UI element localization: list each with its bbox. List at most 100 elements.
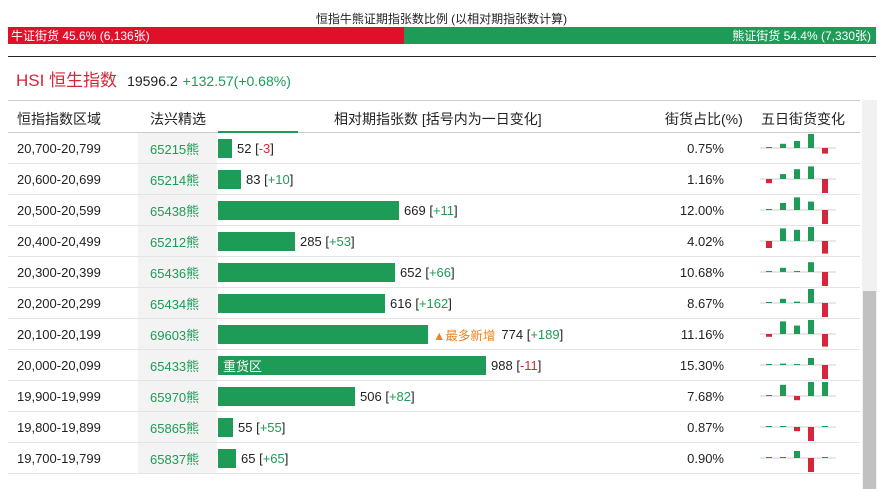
sparkline-bar [822, 148, 828, 154]
table-row[interactable]: 20,500-20,599 65438熊 669 [+11] 12.00% [8, 195, 860, 226]
five-day-change-chart [760, 382, 836, 401]
contracts-cell: 65 [+65] [218, 443, 288, 473]
daily-change: -3 [258, 140, 271, 156]
sparkline-bar [780, 363, 786, 365]
contracts-bar [218, 448, 236, 468]
five-day-change-chart [760, 166, 836, 193]
code-cell-background [138, 381, 217, 411]
code-cell-background [138, 443, 217, 473]
sparkline-bar [822, 365, 828, 379]
contracts-cell: 652 [+66] [218, 257, 455, 287]
table-row[interactable]: 20,600-20,699 65214熊 83 [+10] 1.16% [8, 164, 860, 195]
col-header-share: 街货占比(%) [665, 111, 743, 127]
sparkline-bar [808, 166, 814, 179]
code-cell-background [138, 257, 217, 287]
sparkline-bar [766, 334, 772, 337]
product-code-link[interactable]: 65214熊 [150, 172, 200, 188]
five-day-change-chart [760, 134, 836, 154]
sparkline-bar [822, 303, 828, 317]
table-header: 恒指指数区域 法兴精选 相对期指张数 [括号内为一日变化] 街货占比(%) 五日… [8, 100, 860, 133]
table-row[interactable]: 20,000-20,099 65433熊 重货区 988 [-11] 15.30% [8, 350, 860, 381]
sparkline-bar [766, 426, 772, 427]
daily-change: +53 [328, 233, 351, 249]
contracts-cell: 重货区 988 [-11] [218, 350, 541, 380]
contracts-cell: 55 [+55] [218, 412, 285, 442]
five-day-change-chart [760, 289, 836, 317]
sparkline-bar [794, 169, 800, 179]
bull-ratio-label: 牛证街货 45.6% (6,136张) [11, 29, 150, 43]
product-code-link[interactable]: 65436熊 [150, 265, 200, 281]
sparkline-bar [794, 364, 800, 365]
contracts-cell: 83 [+10] [218, 164, 293, 194]
table-body: 20,700-20,799 65215熊 52 [-3] 0.75% 20,600-20… [8, 133, 860, 474]
sparkline-bar [822, 426, 828, 427]
product-code-link[interactable]: 65438熊 [150, 203, 200, 219]
sparkline-bar [780, 203, 786, 210]
index-quote: HSI 恒生指数 19596.2 +132.57(+0.68%) [16, 66, 291, 91]
product-code-link[interactable]: 69603熊 [150, 327, 200, 343]
sparkline-bar [794, 271, 800, 272]
contracts-bar [218, 169, 241, 189]
sparkline-bar [822, 334, 828, 347]
range-cell: 19,800-19,899 [17, 419, 101, 435]
five-day-change-chart [760, 197, 836, 224]
index-name[interactable]: HSI 恒生指数 [16, 71, 118, 90]
table-row[interactable]: 20,100-20,199 69603熊 ▲最多新增 774 [+189] 11.16% [8, 319, 860, 350]
sparkline-bar [766, 209, 772, 210]
daily-change: +162 [418, 295, 449, 311]
sparkline-bar [780, 457, 786, 458]
code-cell-background [138, 164, 217, 194]
contracts-value: 506 [+82] [360, 388, 415, 404]
product-code-link[interactable]: 65837熊 [150, 451, 200, 467]
table-row[interactable]: 20,400-20,499 65212熊 285 [+53] 4.02% [8, 226, 860, 257]
share-cell: 8.67% [687, 295, 724, 311]
table-row[interactable]: 20,300-20,399 65436熊 652 [+66] 10.68% [8, 257, 860, 288]
share-cell: 7.68% [687, 388, 724, 404]
daily-change: +10 [267, 171, 290, 187]
product-code-link[interactable]: 65212熊 [150, 234, 200, 250]
sparkline-bar [808, 227, 814, 241]
product-code-link[interactable]: 65970熊 [150, 389, 200, 405]
share-cell: 12.00% [679, 202, 724, 218]
table-row[interactable]: 20,200-20,299 65434熊 616 [+162] 8.67% [8, 288, 860, 319]
sparkline-bar [766, 364, 772, 365]
sparkline-bar [794, 325, 800, 334]
code-cell-background [138, 288, 217, 318]
code-cell-background [138, 350, 217, 380]
scrollbar-thumb[interactable] [863, 291, 876, 489]
code-cell-background [138, 412, 217, 442]
share-cell: 15.30% [679, 357, 724, 373]
five-day-change-chart [760, 227, 836, 254]
table-row[interactable]: 19,800-19,899 65865熊 55 [+55] 0.87% [8, 412, 860, 443]
contracts-value: 988 [-11] [491, 357, 542, 373]
header-accent-line [218, 131, 298, 133]
contracts-cell: 285 [+53] [218, 226, 355, 256]
product-code-link[interactable]: 65865熊 [150, 420, 200, 436]
contracts-cell: ▲最多新增 774 [+189] [218, 319, 563, 349]
sparkline-bar [766, 395, 772, 396]
daily-change: +189 [530, 326, 560, 342]
table-row[interactable]: 20,700-20,799 65215熊 52 [-3] 0.75% [8, 133, 860, 164]
code-cell-background [138, 226, 217, 256]
daily-change: +11 [432, 202, 455, 218]
sparkline-bar [780, 228, 786, 241]
contracts-cell: 669 [+11] [218, 195, 458, 225]
sparkline-bar [808, 289, 814, 303]
sparkline-bar [822, 272, 828, 286]
five-day-change-chart [760, 358, 836, 379]
sparkline-bar [766, 179, 772, 184]
table-row[interactable]: 19,900-19,999 65970熊 506 [+82] 7.68% [8, 381, 860, 412]
sparkline-bar [766, 457, 772, 458]
product-code-link[interactable]: 65215熊 [150, 141, 200, 157]
share-cell: 0.90% [687, 450, 724, 466]
sparkline-bar [822, 179, 828, 193]
vertical-scrollbar[interactable] [862, 100, 877, 489]
col-header-five-day: 五日街货变化 [761, 111, 845, 127]
product-code-link[interactable]: 65433熊 [150, 358, 200, 374]
five-day-change-chart [760, 262, 836, 286]
product-code-link[interactable]: 65434熊 [150, 296, 200, 312]
five-day-change-chart [760, 451, 836, 472]
share-cell: 0.75% [687, 140, 724, 156]
sparkline-bar [780, 426, 786, 427]
table-row[interactable]: 19,700-19,799 65837熊 65 [+65] 0.90% [8, 443, 860, 474]
